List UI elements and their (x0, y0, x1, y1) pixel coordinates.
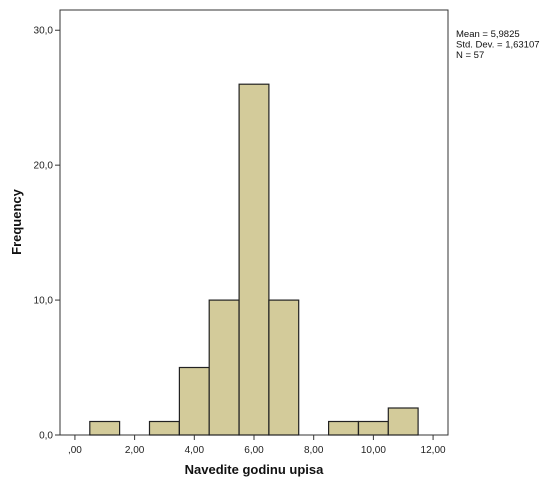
x-tick-label: 8,00 (304, 445, 324, 456)
y-axis-ticks: 0,0 10,0 20,0 30,0 (34, 26, 60, 442)
histogram-bar (178, 366, 210, 436)
y-axis-title: Frequency (9, 188, 24, 255)
histogram-bar (357, 420, 389, 436)
histogram-bar (148, 420, 180, 436)
y-tick-label: 30,0 (34, 26, 54, 37)
x-tick-label: 10,00 (361, 445, 386, 456)
histogram-bar (238, 83, 270, 436)
histogram-bar (208, 299, 240, 436)
histogram-bar (387, 407, 419, 436)
x-axis-ticks: ,00 2,00 4,00 6,00 8,00 10,00 12,00 (68, 435, 446, 456)
statistic-line: Mean = 5,9825 (456, 29, 520, 40)
statistic-line: N = 57 (456, 50, 484, 61)
histogram-bar (328, 420, 360, 436)
x-tick-label: 12,00 (421, 445, 446, 456)
y-tick-label: 10,0 (34, 296, 54, 307)
statistic-line: Std. Dev. = 1,63107 (456, 40, 540, 51)
histogram-bar (268, 299, 300, 436)
y-tick-label: 0,0 (39, 431, 53, 442)
x-tick-label: 2,00 (125, 445, 145, 456)
bars-group (89, 83, 419, 436)
x-tick-label: 4,00 (185, 445, 205, 456)
x-tick-label: 6,00 (244, 445, 264, 456)
histogram-bar (89, 420, 121, 436)
y-tick-label: 20,0 (34, 161, 54, 172)
x-tick-label: ,00 (68, 445, 82, 456)
x-axis-title: Navedite godinu upisa (185, 462, 324, 477)
